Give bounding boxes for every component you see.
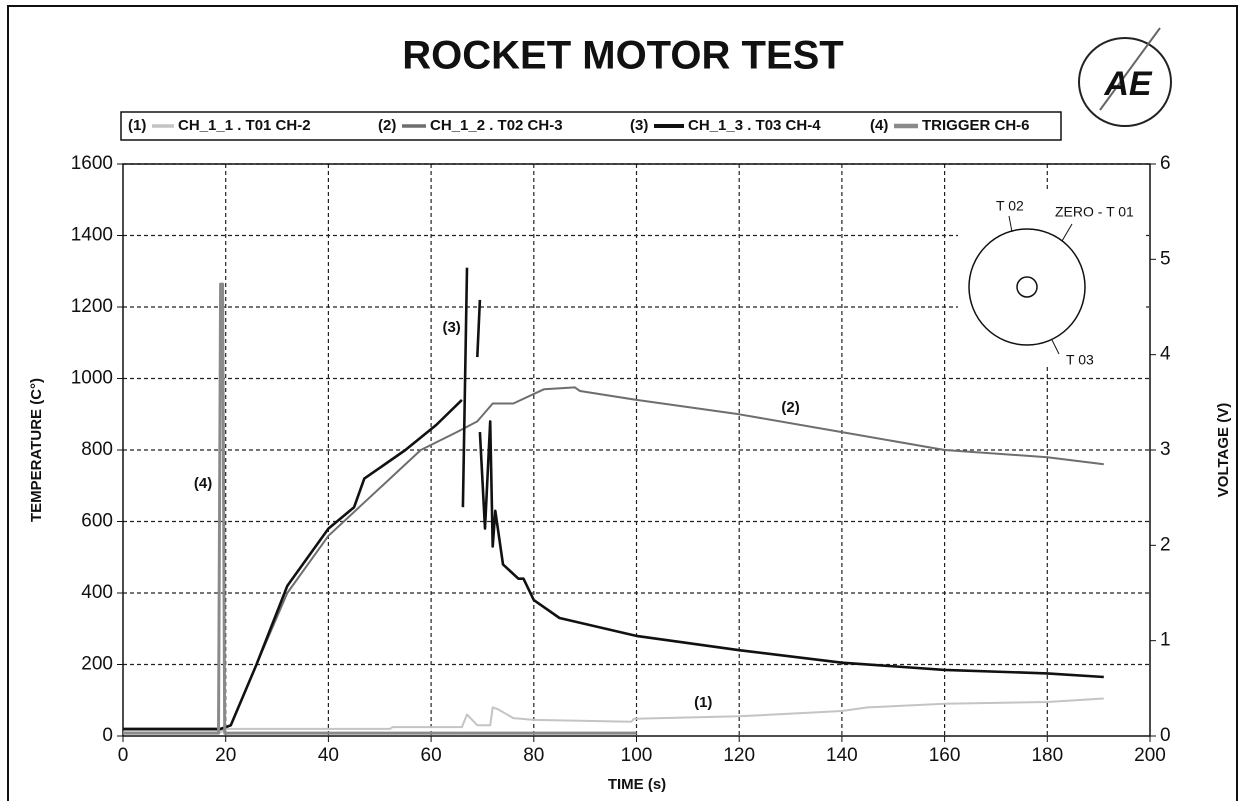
y-tick-label: 800 — [81, 439, 113, 460]
inset-leader — [1008, 215, 1013, 233]
inset: T 02 ZERO - T 01 T 03 — [968, 198, 1134, 368]
x-tick-label: 80 — [523, 745, 544, 766]
inset-box — [958, 190, 1146, 366]
y-tick-label: 600 — [81, 511, 113, 532]
y2-axis-label: VOLTAGE (V) — [1215, 403, 1232, 497]
y-tick-label: 1600 — [71, 153, 113, 174]
logo-stroke — [1099, 27, 1161, 111]
logo-text: AE — [1103, 65, 1153, 103]
plot-border — [122, 163, 1151, 737]
x-tick-label: 60 — [421, 745, 442, 766]
y-tick-label: 1200 — [71, 296, 113, 317]
series-line — [123, 386, 1104, 731]
y2-tick-label: 2 — [1160, 534, 1171, 555]
y-axis-label: TEMPERATURE (C°) — [28, 378, 45, 522]
x-tick-label: 180 — [1031, 745, 1063, 766]
logo-ring — [1078, 37, 1172, 127]
y2-tick-label: 3 — [1160, 439, 1171, 460]
logo: AE — [1078, 27, 1172, 127]
y-tick-label: 400 — [81, 582, 113, 603]
series-line — [123, 697, 1104, 734]
series-line — [123, 267, 1104, 731]
legend-label: CH_1_2 . T02 CH-3 — [430, 117, 563, 134]
inset-label: T 03 — [1066, 352, 1094, 368]
frame — [7, 5, 1238, 801]
inset-label: ZERO - T 01 — [1055, 204, 1134, 220]
annotation: (3) — [442, 319, 460, 336]
y2-tick-label: 1 — [1160, 630, 1171, 651]
legend-tag: (1) — [128, 117, 146, 134]
annotation: (2) — [781, 399, 799, 416]
y-tick-label: 1400 — [71, 225, 113, 246]
y2-tick-label: 0 — [1160, 725, 1171, 746]
x-tick-label: 40 — [318, 745, 339, 766]
x-tick-label: 20 — [215, 745, 236, 766]
inset-circle — [968, 228, 1086, 346]
legend-label: TRIGGER CH-6 — [922, 117, 1030, 134]
annotation: (4) — [194, 475, 212, 492]
x-tick-label: 0 — [118, 745, 129, 766]
legend-label: CH_1_1 . T01 CH-2 — [178, 117, 311, 134]
x-tick-label: 100 — [621, 745, 653, 766]
y2-tick-label: 5 — [1160, 248, 1171, 269]
x-tick-label: 160 — [929, 745, 961, 766]
inset-core — [1016, 276, 1038, 298]
annotation: (1) — [694, 694, 712, 711]
inset-label: T 02 — [996, 198, 1024, 214]
y2-tick-label: 6 — [1160, 153, 1171, 174]
y-tick-label: 200 — [81, 654, 113, 675]
y2-tick-label: 4 — [1160, 344, 1171, 365]
y-tick-label: 0 — [102, 725, 113, 746]
series-line — [123, 282, 637, 735]
inset-leader — [1061, 223, 1073, 242]
x-tick-label: 140 — [826, 745, 858, 766]
x-tick-label: 200 — [1134, 745, 1166, 766]
legend-tag: (2) — [378, 117, 396, 134]
x-tick-label: 120 — [723, 745, 755, 766]
x-axis-label: TIME (s) — [608, 776, 666, 793]
y-tick-label: 1000 — [71, 368, 113, 389]
legend-tag: (4) — [870, 117, 888, 134]
legend-tag: (3) — [630, 117, 648, 134]
inset-leader — [1051, 339, 1060, 355]
chart-title: ROCKET MOTOR TEST — [402, 34, 843, 78]
legend-label: CH_1_3 . T03 CH-4 — [688, 117, 821, 134]
